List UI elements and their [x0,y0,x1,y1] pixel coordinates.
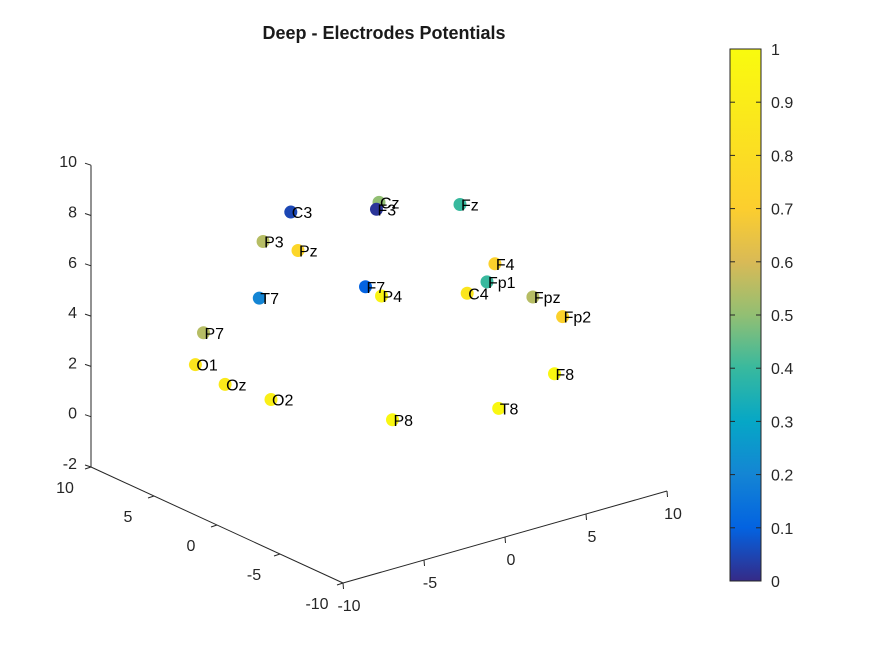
electrode-label: P3 [264,234,284,251]
colorbar-tick-label: 0.2 [771,468,793,485]
chart-title: Deep - Electrodes Potentials [262,23,505,43]
electrode-point [264,392,278,406]
x-tick [585,513,587,521]
x-tick [666,490,668,498]
electrode-point [386,413,399,427]
electrode-label: P7 [205,326,225,343]
electrode-label: T7 [260,291,279,308]
z-tick [84,263,92,267]
x-tick [342,582,344,590]
data-points: Oz O1 O2 P7 Pz P8 P3 P4 T7 C3 Cz C4 T8 F3 F4 F7 Fz F8 Fp1 F… [188,195,592,430]
colorbar-tick-label: 0.9 [771,95,793,112]
electrode-point [480,275,494,289]
z-tick-label: 2 [68,355,77,372]
electrode-point [492,401,506,415]
y-tick [210,524,218,528]
electrode-point [460,286,474,300]
electrode-label: F3 [377,202,396,219]
y-tick [84,466,92,470]
y-tick [336,582,344,586]
colorbar-tick-label: 0.1 [771,521,793,538]
electrode-point [197,326,210,340]
electrode-label: P4 [383,289,403,306]
electrode-point [252,291,266,305]
electrode-point [556,310,570,324]
x-tick-label: -10 [337,598,360,615]
z-tick-label: 8 [68,205,77,222]
z-tick [84,414,92,418]
electrode-point [256,234,270,248]
electrode-label: C3 [292,205,313,222]
z-tick-label: 4 [68,305,77,322]
y-tick-label: 0 [187,538,196,555]
axes: -10 -5 0 5 10 -10 -5 0 5 10 -2 0 2 4 6 8 10 [56,154,682,615]
z-tick-label: 0 [68,406,77,423]
colorbar-tick-label: 0.7 [771,202,793,219]
y-tick [273,553,281,557]
x-tick [423,559,425,567]
z-tick-label: 6 [68,255,77,272]
x-tick-label: 10 [664,506,682,523]
z-tick-label: 10 [59,154,77,171]
y-tick-label: -5 [247,567,261,584]
electrode-label: Pz [299,244,318,261]
y-tick-label: 10 [56,480,74,497]
electrode-point [548,367,561,381]
y-tick-label: 5 [124,509,133,526]
electrode-label: C4 [468,286,489,303]
z-tick-label: -2 [63,456,77,473]
colorbar-tick-label: 0 [771,574,780,591]
electrode-label: O2 [272,392,293,409]
z-tick [84,162,92,166]
colorbar-tick-label: 1 [771,42,780,59]
electrode-point [453,198,467,211]
electrode-point [291,244,305,257]
x-tick-label: 5 [588,529,597,546]
electrode-point [526,290,540,304]
electrode-label: O1 [196,358,217,375]
electrode-label: Oz [226,377,246,394]
electrode-point [284,205,298,219]
electrode-label: Cz [380,195,400,212]
electrode-label: Fz [461,198,479,215]
colorbar-tick-label: 0.3 [771,414,793,431]
x-tick-label: -5 [423,575,437,592]
y-tick-label: -10 [305,596,328,613]
electrode-label: T8 [500,401,519,418]
electrode-label: F4 [496,257,515,274]
colorbar-tick-label: 0.4 [771,361,793,378]
electrode-point [218,377,232,391]
x-tick-label: 0 [507,552,516,569]
z-tick [84,464,92,468]
colorbar-ticks: 0 0.1 0.2 0.3 0.4 0.5 0.6 0.7 0.8 0.9 1 [730,42,793,591]
electrode-label: Fp2 [564,310,592,327]
electrode-label: Fpz [534,290,561,307]
electrode-label: Fp1 [488,275,516,292]
z-tick [84,363,92,367]
colorbar-tick-label: 0.8 [771,148,793,165]
electrode-point [369,202,383,216]
colorbar-tick-label: 0.5 [771,308,793,325]
electrode-label: F7 [367,280,386,297]
electrode-label: P8 [394,413,414,430]
z-tick [84,313,92,317]
electrode-point [375,289,389,303]
x-tick [504,536,506,544]
electrode-point [188,358,202,372]
z-tick [84,213,92,216]
electrode-point [359,280,372,294]
colorbar: 0 0.1 0.2 0.3 0.4 0.5 0.6 0.7 0.8 0.9 1 [729,42,793,591]
y-tick [147,495,155,499]
electrode-point [488,257,502,271]
electrode-label: F8 [556,367,575,384]
colorbar-tick-label: 0.6 [771,255,793,272]
colorbar-gradient [729,48,762,582]
